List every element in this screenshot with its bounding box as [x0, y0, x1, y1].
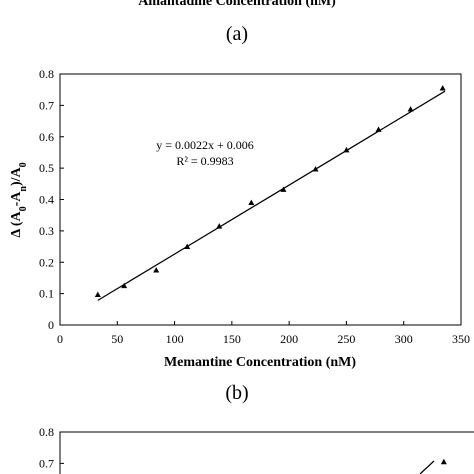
x-tick-label: 200 [280, 332, 298, 346]
x-tick-label: 100 [166, 332, 184, 346]
y-tick-label: 0.7 [39, 456, 54, 470]
data-point [216, 223, 223, 229]
x-tick-label: 300 [395, 332, 413, 346]
data-point [248, 199, 255, 206]
data-points-partial [440, 458, 447, 465]
r-squared-label: R² = 0.9983 [176, 154, 233, 168]
y-tick-label: 0.5 [39, 161, 54, 175]
x-tick-label: 0 [57, 332, 63, 346]
y-tick-label: 0.6 [39, 130, 54, 144]
x-axis-ticks: 0 50 100 150 200 250 300 350 [57, 321, 470, 346]
y-axis-ticks: 0 0.1 0.2 0.3 0.4 0.5 0.6 0.7 0.8 [39, 67, 64, 332]
x-axis-title: Memantine Concentration (nM) [164, 355, 356, 370]
y-tick-label: 0.3 [39, 224, 54, 238]
y-axis-title: Δ (A0-An)/A0 [9, 162, 29, 237]
data-point [94, 291, 101, 297]
data-point [184, 243, 191, 249]
x-tick-label: 250 [337, 332, 355, 346]
top-panel-remnant: Amantadine Concentration (nM) (a) [138, 0, 336, 45]
top-xlabel-partial: Amantadine Concentration (nM) [138, 0, 336, 9]
y-tick-label: 0.1 [39, 287, 54, 301]
data-point [343, 146, 350, 153]
chart-panel-c-partial: 0.8 0.7 [39, 425, 474, 474]
data-point [375, 126, 382, 132]
data-point [407, 106, 414, 112]
trend-line-partial [419, 460, 435, 474]
plot-area-frame-partial [59, 431, 474, 474]
y-tick-label: 0 [48, 318, 54, 332]
data-point [312, 166, 319, 172]
panel-label-a: (a) [226, 23, 248, 45]
trend-line [97, 90, 446, 301]
x-tick-label: 150 [223, 332, 241, 346]
y-axis-ticks-partial: 0.8 0.7 [39, 425, 64, 470]
y-tick-label: 0.2 [39, 255, 54, 269]
y-tick-label: 0.7 [39, 98, 54, 112]
data-point [121, 282, 128, 289]
data-point [439, 85, 446, 91]
y-tick-label: 0.8 [39, 67, 54, 81]
data-point [280, 186, 287, 192]
data-point [440, 458, 447, 465]
data-point [153, 267, 160, 273]
x-tick-label: 50 [111, 332, 123, 346]
trendline-equation: y = 0.0022x + 0.006 [156, 138, 254, 152]
y-tick-label: 0.4 [39, 193, 54, 207]
y-tick-label: 0.8 [39, 425, 54, 439]
data-points [94, 85, 446, 297]
x-tick-label: 350 [452, 332, 470, 346]
chart-panel-b: 0 0.1 0.2 0.3 0.4 0.5 0.6 0.7 0.8 0 50 100 150 200 25… [9, 67, 470, 404]
panel-label-b: (b) [225, 382, 248, 404]
